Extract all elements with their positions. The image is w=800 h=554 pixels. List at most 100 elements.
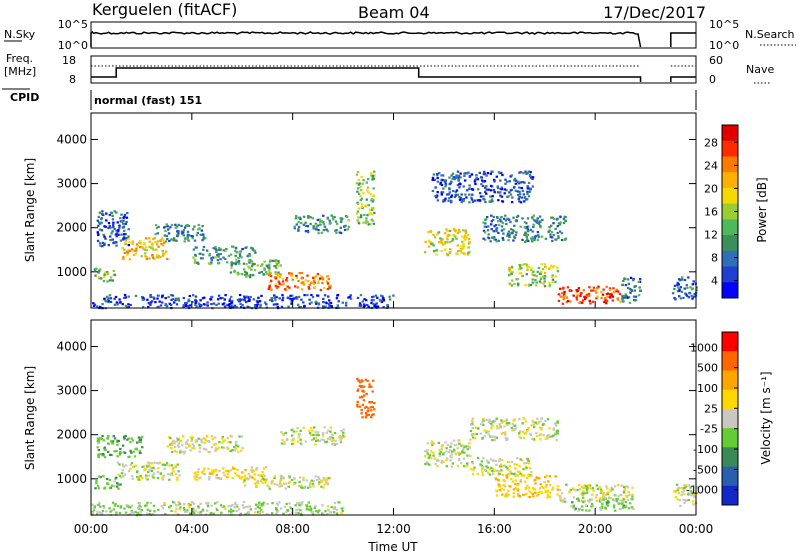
- data-cell: [201, 233, 205, 236]
- data-cell: [276, 483, 279, 486]
- data-cell: [366, 303, 369, 307]
- data-cell: [239, 303, 242, 306]
- data-cell: [111, 218, 115, 221]
- data-cell: [690, 294, 693, 298]
- data-cell: [503, 495, 507, 498]
- data-cell: [201, 297, 205, 300]
- data-cell: [536, 270, 539, 273]
- data-cell: [333, 443, 337, 446]
- data-cell: [563, 215, 566, 218]
- data-cell: [175, 303, 179, 306]
- data-cell: [575, 298, 579, 301]
- colorbar-tick-label: 24: [704, 159, 718, 172]
- data-cell: [110, 440, 113, 443]
- data-cell: [555, 439, 558, 442]
- data-cell: [329, 301, 333, 305]
- data-cell: [467, 252, 470, 255]
- data-cell: [483, 429, 486, 432]
- data-cell: [440, 183, 444, 187]
- data-cell: [298, 272, 301, 275]
- data-cell: [600, 296, 603, 299]
- data-cell: [219, 253, 222, 256]
- data-cell: [259, 303, 262, 306]
- data-cell: [516, 489, 520, 492]
- data-cell: [450, 201, 453, 204]
- data-cell: [460, 462, 463, 465]
- data-cell: [450, 442, 453, 445]
- data-cell: [438, 241, 441, 244]
- data-cell: [222, 505, 226, 508]
- data-cell: [527, 239, 530, 243]
- data-cell: [608, 288, 612, 291]
- data-cell: [448, 240, 452, 244]
- data-cell: [684, 292, 687, 295]
- data-cell: [583, 295, 586, 298]
- data-cell: [691, 283, 694, 286]
- data-cell: [532, 281, 535, 284]
- data-cell: [534, 220, 537, 223]
- data-cell: [187, 304, 190, 308]
- data-cell: [175, 437, 179, 440]
- data-cell: [119, 447, 122, 451]
- data-cell: [523, 480, 527, 483]
- data-cell: [208, 254, 211, 257]
- data-cell: [331, 443, 334, 446]
- data-cell: [122, 465, 126, 468]
- data-cell: [518, 190, 521, 193]
- data-cell: [143, 248, 146, 251]
- data-cell: [300, 276, 303, 279]
- data-cell: [97, 215, 100, 218]
- data-cell: [361, 416, 364, 419]
- data-cell: [97, 503, 100, 506]
- colorbar-tick-label: 28: [704, 136, 718, 149]
- data-cell: [539, 483, 542, 486]
- data-cell: [495, 494, 499, 497]
- data-cell: [165, 305, 169, 308]
- data-cell: [532, 214, 535, 217]
- data-cell: [495, 175, 498, 178]
- data-cell: [462, 457, 466, 460]
- data-cell: [210, 259, 213, 262]
- data-cell: [226, 472, 229, 476]
- data-cell: [551, 266, 554, 269]
- data-cell: [493, 180, 496, 183]
- data-cell: [278, 481, 282, 484]
- data-cell: [165, 463, 169, 466]
- data-cell: [335, 229, 338, 232]
- data-cell: [170, 464, 174, 467]
- data-cell: [191, 228, 195, 231]
- data-cell: [156, 476, 160, 480]
- data-cell: [119, 217, 122, 220]
- data-cell: [281, 280, 285, 283]
- data-cell: [228, 306, 231, 309]
- data-cell: [245, 271, 249, 274]
- data-cell: [238, 435, 241, 438]
- data-cell: [325, 477, 328, 480]
- data-cell: [139, 240, 142, 243]
- data-cell: [331, 436, 335, 439]
- data-cell: [116, 440, 119, 444]
- data-cell: [450, 180, 453, 183]
- data-cell: [193, 447, 196, 450]
- data-cell: [609, 489, 613, 492]
- data-cell: [120, 476, 123, 479]
- data-cell: [325, 440, 329, 443]
- data-cell: [136, 506, 140, 510]
- data-cell: [471, 193, 474, 196]
- colorbar-swatch: [722, 203, 738, 220]
- data-cell: [229, 434, 232, 438]
- y-tick-label: 2000: [56, 428, 87, 442]
- data-cell: [268, 267, 271, 270]
- data-cell: [349, 294, 352, 297]
- data-cell: [372, 222, 376, 225]
- data-cell: [459, 248, 462, 251]
- data-cell: [180, 224, 183, 227]
- data-cell: [203, 447, 206, 451]
- data-cell: [527, 459, 530, 463]
- data-cell: [440, 461, 443, 464]
- data-cell: [563, 497, 566, 500]
- data-cell: [444, 182, 447, 185]
- data-cell: [481, 436, 484, 440]
- data-cell: [288, 481, 291, 484]
- nave-tick-top: 60: [709, 54, 723, 67]
